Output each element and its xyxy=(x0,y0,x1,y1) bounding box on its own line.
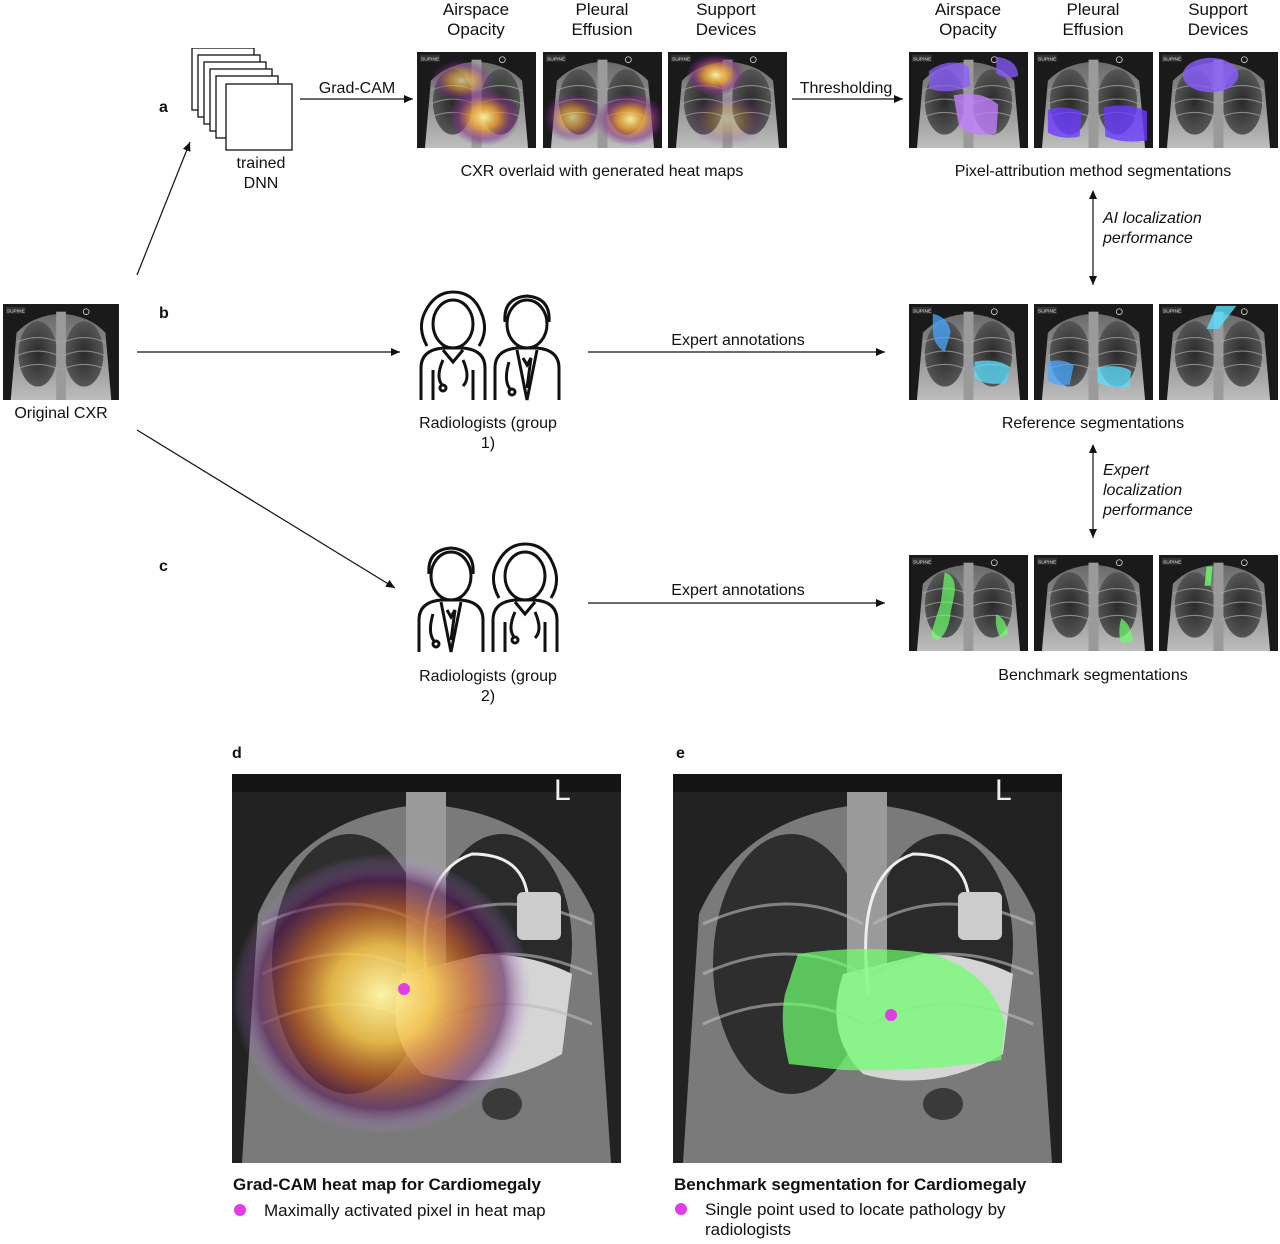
connector-arrows xyxy=(136,95,1097,607)
radiologists-group-2-label: Radiologists (group 2) xyxy=(419,668,557,705)
thresholding-label: Thresholding xyxy=(799,80,893,97)
heatmaps-caption: CXR overlaid with generated heat maps xyxy=(460,163,744,180)
trained-dnn-label: trained DNN xyxy=(236,155,286,192)
expert-annotations-label-1: Expert annotations xyxy=(671,332,805,349)
pixel-attr-caption: Pixel-attribution method segmentations xyxy=(954,163,1232,180)
legend-dot-e xyxy=(675,1203,687,1215)
panel-letter-e: e xyxy=(676,745,685,762)
doctor-female-icon xyxy=(491,542,559,652)
reference-pleural-effusion xyxy=(1034,304,1153,400)
l-marker-d: L xyxy=(554,774,571,807)
pixel-attr-pleural-effusion xyxy=(1034,52,1153,148)
heatmap-airspace-opacity xyxy=(417,52,536,148)
single-point-dot xyxy=(885,1009,897,1021)
doctor-male-icon xyxy=(493,294,561,401)
doctor-male-icon xyxy=(417,546,485,653)
panel-letter-d: d xyxy=(232,745,242,762)
benchmark-cardiomegaly-image: L xyxy=(673,774,1062,1163)
panel-e-title: Benchmark segmentation for Cardiomegaly xyxy=(674,1175,1027,1194)
reference-support-devices xyxy=(1159,304,1278,400)
header-pleural-effusion: Pleural Effusion xyxy=(571,0,633,39)
original-cxr-image xyxy=(3,304,119,400)
doctor-female-icon xyxy=(419,290,487,400)
radiologists-group-1-label: Radiologists (group 1) xyxy=(419,415,557,452)
panel-letter-a: a xyxy=(159,99,168,116)
stacked-layers-icon xyxy=(190,47,300,153)
header-right-airspace-opacity: Airspace Opacity xyxy=(934,0,1002,39)
benchmark-pleural-effusion xyxy=(1034,555,1153,651)
max-activation-dot xyxy=(398,983,410,995)
ai-localization-performance-label: AI localization performance xyxy=(1103,210,1202,247)
expert-annotations-label-2: Expert annotations xyxy=(671,582,805,599)
pixel-attr-airspace-opacity xyxy=(909,52,1028,148)
header-airspace-opacity: Airspace Opacity xyxy=(442,0,510,39)
panel-d-legend: Maximally activated pixel in heat map xyxy=(264,1201,546,1220)
benchmark-airspace-opacity xyxy=(909,555,1028,651)
original-cxr-label: Original CXR xyxy=(14,405,108,422)
legend-dot-d xyxy=(234,1204,246,1216)
benchmark-support-devices xyxy=(1159,555,1278,651)
heatmap-pleural-effusion xyxy=(543,52,662,148)
gradcam-cardiomegaly-image: L xyxy=(232,774,621,1163)
panel-letter-c: c xyxy=(159,558,168,575)
radiologists-group-1-icon xyxy=(413,290,563,412)
reference-airspace-opacity xyxy=(909,304,1028,400)
expert-localization-performance-label: Expert localization performance xyxy=(1103,462,1193,519)
heatmap-support-devices xyxy=(668,52,787,148)
panel-d-title: Grad-CAM heat map for Cardiomegaly xyxy=(233,1175,541,1194)
header-right-pleural-effusion: Pleural Effusion xyxy=(1062,0,1124,39)
radiologists-group-2-icon xyxy=(415,542,565,664)
gradcam-label: Grad-CAM xyxy=(318,80,396,97)
pixel-attr-support-devices xyxy=(1159,52,1278,148)
header-right-support-devices: Support Devices xyxy=(1187,0,1249,39)
benchmark-caption: Benchmark segmentations xyxy=(998,667,1188,684)
l-marker-e: L xyxy=(995,774,1012,807)
panel-e-legend: Single point used to locate pathology by… xyxy=(705,1200,1006,1239)
reference-caption: Reference segmentations xyxy=(1001,415,1185,432)
panel-letter-b: b xyxy=(159,305,169,322)
header-support-devices: Support Devices xyxy=(695,0,757,39)
